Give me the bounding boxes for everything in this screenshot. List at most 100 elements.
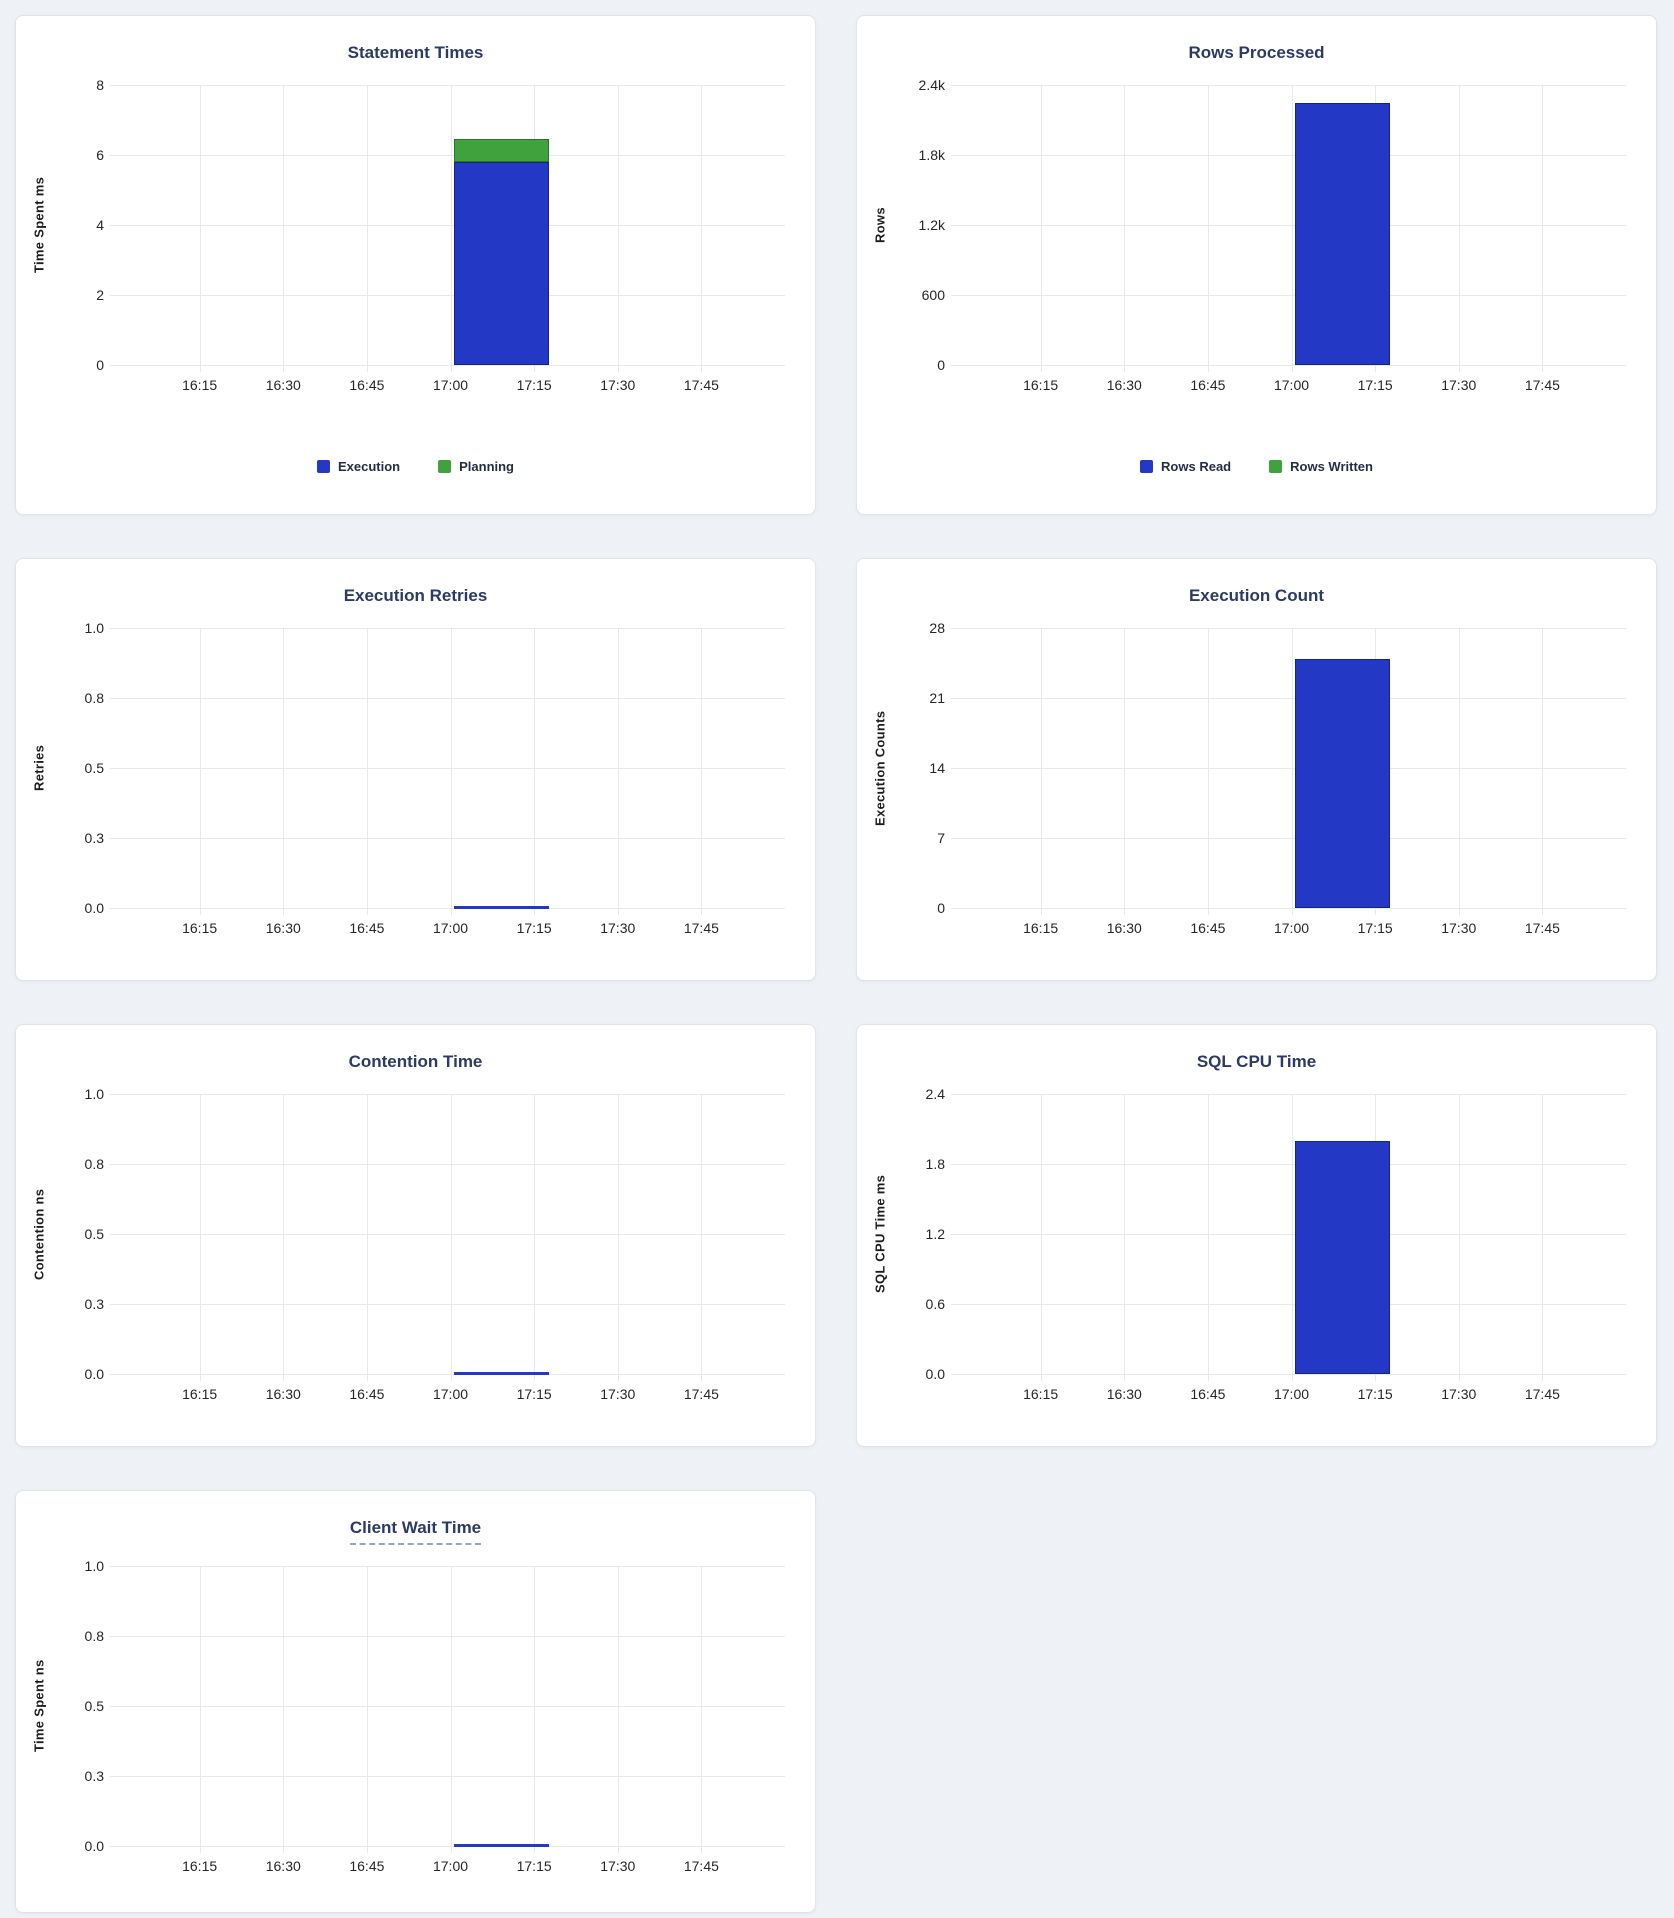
y-tick-label: 0.5 (84, 1226, 104, 1242)
horizontal-gridline (951, 225, 1626, 226)
chart-title: Execution Count (857, 585, 1656, 607)
horizontal-gridline (951, 698, 1626, 699)
y-tick-label: 1.2k (918, 217, 945, 233)
vertical-gridline (1124, 1094, 1126, 1381)
legend-item-planning: Planning (438, 459, 514, 474)
plot-area[interactable] (110, 628, 785, 915)
x-tick-label: 16:30 (1106, 920, 1142, 936)
vertical-gridline (617, 1094, 619, 1381)
vertical-gridline (701, 628, 703, 915)
chart-card-execution-count: Execution Count Execution Counts 28 21 14 7… (856, 558, 1657, 981)
y-tick-label: 2.4 (925, 1086, 945, 1102)
chart-title-text[interactable]: Client Wait Time (349, 1517, 482, 1545)
y-tick-label: 1.2 (925, 1226, 945, 1242)
horizontal-gridline (110, 1374, 785, 1375)
x-tick-label: 17:15 (516, 1386, 552, 1402)
x-tick-label: 16:30 (265, 1386, 301, 1402)
chart-title: Client Wait Time (16, 1517, 815, 1545)
vertical-gridline (283, 85, 285, 372)
y-axis-label: Retries (31, 744, 47, 792)
vertical-gridline (701, 1094, 703, 1381)
y-tick-label: 21 (929, 690, 945, 706)
vertical-gridline (199, 1566, 201, 1853)
horizontal-gridline (951, 365, 1626, 366)
vertical-gridline (366, 628, 368, 915)
y-tick-label: 0 (937, 357, 945, 373)
chart-card-sql-cpu-time: SQL CPU Time SQL CPU Time ms 2.4 1.8 1.2 0.… (856, 1024, 1657, 1447)
chart-title-text: Execution Retries (343, 586, 488, 605)
y-tick-label: 0.5 (84, 1698, 104, 1714)
x-tick-label: 16:30 (1106, 377, 1142, 393)
legend-label: Rows Written (1290, 459, 1373, 474)
vertical-gridline (366, 85, 368, 372)
chart-legend: Rows Read Rows Written (857, 459, 1656, 474)
x-axis-ticks: 16:15 16:30 16:45 17:00 17:15 17:30 17:45 (116, 1846, 785, 1886)
y-tick-label: 14 (929, 760, 945, 776)
legend-item-execution: Execution (316, 459, 400, 474)
x-tick-label: 17:00 (432, 1858, 469, 1874)
bar-segment-execution (453, 162, 549, 365)
plot-area[interactable] (951, 85, 1626, 372)
x-tick-label: 16:15 (182, 1386, 218, 1402)
plot-area[interactable] (110, 1094, 785, 1381)
vertical-gridline (1207, 1094, 1209, 1381)
x-tick-label: 16:30 (265, 377, 301, 393)
x-tick-label: 16:15 (1023, 920, 1059, 936)
horizontal-gridline (951, 1094, 1626, 1095)
vertical-gridline (534, 1566, 536, 1853)
chart-body: Time Spent ms 8 6 4 2 0 16:15 16:30 16:45 17:00… (26, 77, 785, 405)
horizontal-gridline (951, 1234, 1626, 1235)
vertical-gridline (1207, 628, 1209, 915)
horizontal-gridline (951, 628, 1626, 629)
x-tick-label: 17:45 (1524, 920, 1560, 936)
x-tick-label: 16:15 (182, 377, 218, 393)
chart-title: SQL CPU Time (857, 1051, 1656, 1073)
x-tick-label: 16:45 (1190, 920, 1226, 936)
vertical-gridline (283, 1094, 285, 1381)
x-tick-label: 17:15 (516, 1858, 552, 1874)
vertical-gridline (617, 628, 619, 915)
vertical-gridline (1040, 628, 1042, 915)
plot-area[interactable] (951, 628, 1626, 915)
y-tick-label: 0 (937, 900, 945, 916)
x-tick-label: 17:30 (600, 1386, 636, 1402)
horizontal-gridline (110, 1706, 785, 1707)
y-axis-ticks: 1.0 0.8 0.5 0.3 0.0 (52, 620, 116, 916)
y-axis-ticks: 1.0 0.8 0.5 0.3 0.0 (52, 1558, 116, 1854)
chart-card-client-wait-time: Client Wait Time Time Spent ns 1.0 0.8 0.5… (15, 1490, 816, 1913)
plot-area[interactable] (110, 85, 785, 372)
bar-segment-planning (453, 139, 549, 162)
y-tick-label: 600 (921, 287, 945, 303)
horizontal-gridline (951, 1164, 1626, 1165)
chart-body: Retries 1.0 0.8 0.5 0.3 0.0 16:15 16:30 16:45 1… (26, 620, 785, 948)
x-tick-label: 17:00 (432, 920, 469, 936)
y-axis-ticks: 1.0 0.8 0.5 0.3 0.0 (52, 1086, 116, 1382)
vertical-gridline (450, 1094, 452, 1381)
y-axis-ticks: 2.4 1.8 1.2 0.6 0.0 (893, 1086, 957, 1382)
chart-title-text: Statement Times (347, 43, 484, 62)
horizontal-gridline (110, 1304, 785, 1305)
horizontal-gridline (951, 295, 1626, 296)
vertical-gridline (1124, 85, 1126, 372)
vertical-gridline (450, 1566, 452, 1853)
y-tick-label: 6 (96, 147, 104, 163)
legend-swatch-green (1269, 460, 1283, 473)
y-axis-label: Time Spent ns (31, 1659, 47, 1753)
y-tick-label: 1.8 (925, 1156, 945, 1172)
plot-area[interactable] (110, 1566, 785, 1853)
vertical-gridline (1291, 85, 1293, 372)
x-tick-label: 17:30 (1441, 377, 1477, 393)
x-tick-label: 16:45 (349, 920, 385, 936)
chart-card-rows-processed: Rows Processed Rows 2.4k 1.8k 1.2k 600 0 16:… (856, 15, 1657, 515)
chart-legend: Execution Planning (16, 459, 815, 474)
horizontal-gridline (951, 1374, 1626, 1375)
chart-card-statement-times: Statement Times Time Spent ms 8 6 4 2 0 16:1… (15, 15, 816, 515)
x-tick-label: 17:30 (1441, 1386, 1477, 1402)
plot-area[interactable] (951, 1094, 1626, 1381)
horizontal-gridline (110, 1566, 785, 1567)
y-tick-label: 1.0 (84, 1086, 104, 1102)
x-axis-ticks: 16:15 16:30 16:45 17:00 17:15 17:30 17:45 (116, 908, 785, 948)
vertical-gridline (1291, 628, 1293, 915)
y-tick-label: 0.0 (84, 1366, 104, 1382)
